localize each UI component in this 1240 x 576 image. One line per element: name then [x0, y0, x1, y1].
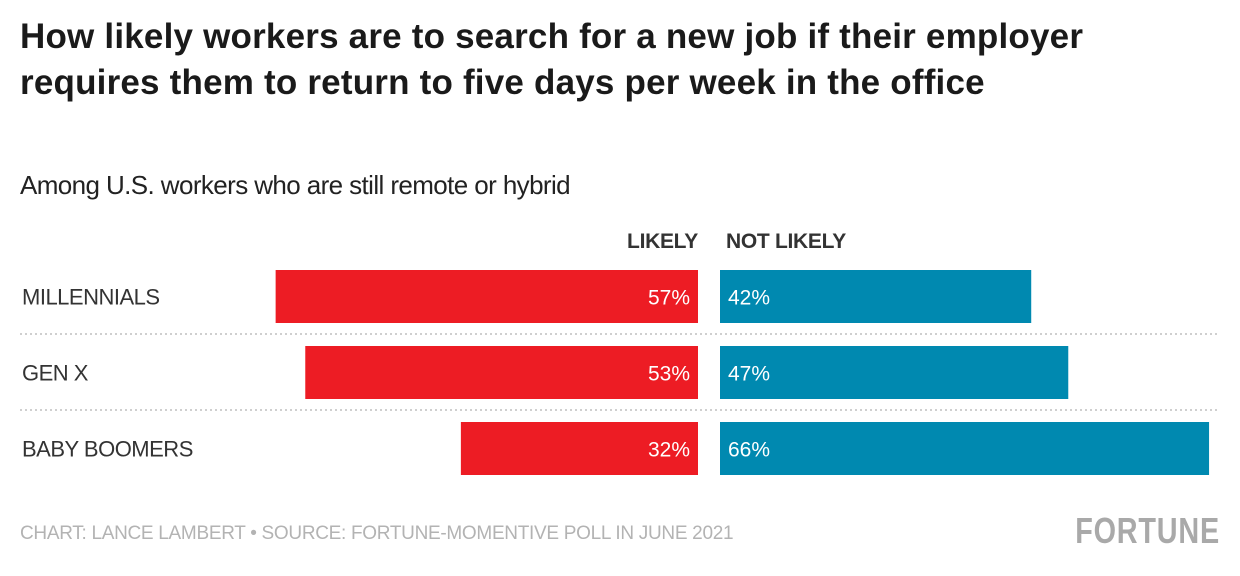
bar-likely — [305, 346, 698, 399]
source-credit: CHART: LANCE LAMBERT • SOURCE: FORTUNE-M… — [20, 523, 734, 544]
data-label-likely: 53% — [648, 363, 690, 386]
legend-not-likely: NOT LIKELY — [726, 230, 846, 253]
bar-likely — [275, 270, 698, 323]
category-label: GEN X — [22, 361, 89, 386]
bar-not-likely — [720, 270, 1032, 323]
chart-subtitle: Among U.S. workers who are still remote … — [20, 170, 571, 200]
fortune-logo: FORTUNE — [1075, 510, 1220, 551]
category-label: BABY BOOMERS — [22, 437, 193, 462]
data-label-not-likely: 42% — [728, 287, 770, 310]
legend-likely: LIKELY — [627, 230, 698, 253]
data-label-not-likely: 66% — [728, 439, 770, 462]
category-label: MILLENNIALS — [22, 285, 160, 310]
chart-title: How likely workers are to search for a n… — [20, 17, 1084, 102]
bar-likely — [460, 422, 698, 475]
data-label-not-likely: 47% — [728, 363, 770, 386]
data-label-likely: 57% — [648, 287, 690, 310]
data-label-likely: 32% — [648, 439, 690, 462]
bar-not-likely — [720, 422, 1210, 475]
bar-not-likely — [720, 346, 1069, 399]
